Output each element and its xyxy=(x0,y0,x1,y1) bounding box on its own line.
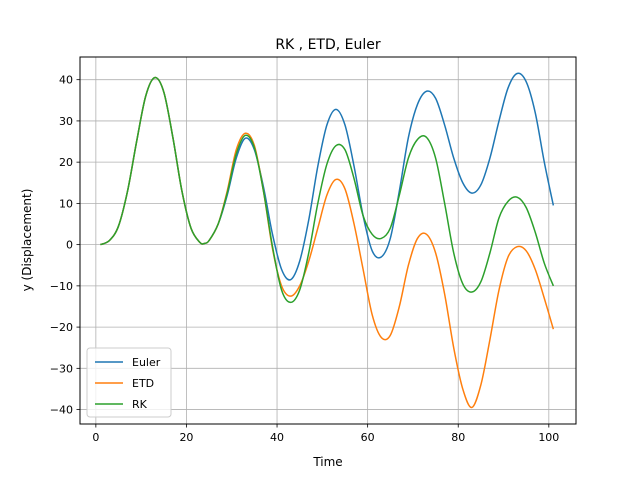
legend-box xyxy=(86,347,172,418)
x-tick-label: 60 xyxy=(361,431,375,444)
y-tick-label: −30 xyxy=(50,362,73,375)
chart-title: RK , ETD, Euler xyxy=(275,37,381,53)
x-tick-label: 80 xyxy=(451,431,465,444)
y-tick-label: 10 xyxy=(59,197,73,210)
x-tick-label: 100 xyxy=(538,431,559,444)
series-lines xyxy=(100,72,555,409)
legend-label-rk: RK xyxy=(132,398,148,411)
y-axis-label: y (Displacement) xyxy=(20,189,34,292)
y-tick-label: −20 xyxy=(50,321,73,334)
y-tick-label: 40 xyxy=(59,74,73,87)
y-tick-label: 0 xyxy=(66,239,73,252)
y-tick-label: −10 xyxy=(50,280,73,293)
y-tick-label: 20 xyxy=(59,156,73,169)
legend: Euler ETD RK xyxy=(86,347,172,418)
y-tick-label: −40 xyxy=(50,404,73,417)
series-line-rk xyxy=(100,76,555,304)
x-tick-label: 20 xyxy=(179,431,193,444)
legend-label-etd: ETD xyxy=(132,377,154,390)
x-tick-label: 0 xyxy=(92,431,99,444)
x-tick-label: 40 xyxy=(270,431,284,444)
y-tick-label: 30 xyxy=(59,115,73,128)
axis-ticks: 0 20 40 60 80 100 −40 −30 −20 −10 0 10 20 30 40 xyxy=(50,74,560,444)
legend-label-euler: Euler xyxy=(132,356,161,369)
plot-frame xyxy=(79,56,577,425)
x-axis-label: Time xyxy=(312,455,342,469)
